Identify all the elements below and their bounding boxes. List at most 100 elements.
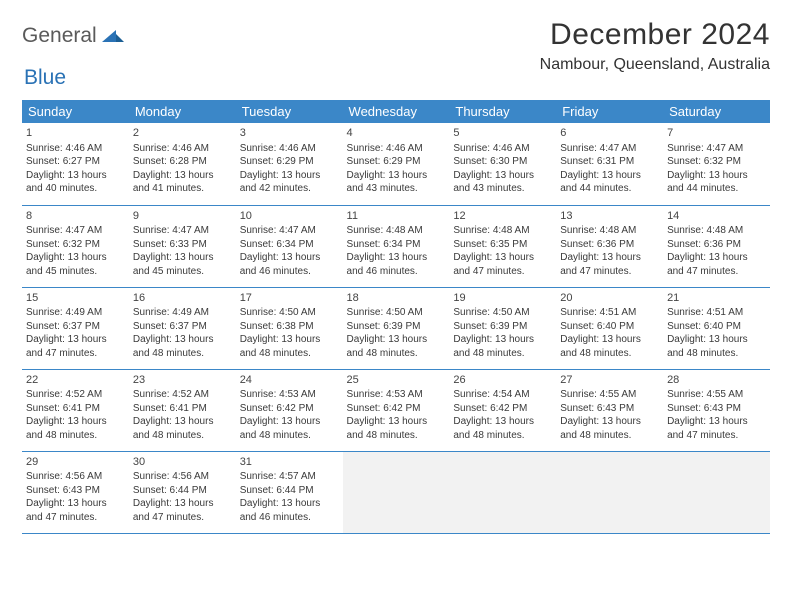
sunrise-line: Sunrise: 4:49 AM [133, 306, 232, 320]
sunrise-line: Sunrise: 4:56 AM [26, 470, 125, 484]
empty-cell [449, 451, 556, 533]
day-cell: 22Sunrise: 4:52 AMSunset: 6:41 PMDayligh… [22, 369, 129, 451]
daylight-line: Daylight: 13 hours and 46 minutes. [240, 251, 339, 278]
day-cell: 3Sunrise: 4:46 AMSunset: 6:29 PMDaylight… [236, 123, 343, 205]
day-cell: 27Sunrise: 4:55 AMSunset: 6:43 PMDayligh… [556, 369, 663, 451]
sunset-line: Sunset: 6:42 PM [240, 402, 339, 416]
sunrise-line: Sunrise: 4:46 AM [133, 142, 232, 156]
day-number: 9 [133, 209, 232, 224]
day-number: 7 [667, 126, 766, 141]
sunrise-line: Sunrise: 4:48 AM [347, 224, 446, 238]
daylight-line: Daylight: 13 hours and 48 minutes. [560, 415, 659, 442]
day-cell: 14Sunrise: 4:48 AMSunset: 6:36 PMDayligh… [663, 205, 770, 287]
sunrise-line: Sunrise: 4:50 AM [347, 306, 446, 320]
sunset-line: Sunset: 6:35 PM [453, 238, 552, 252]
sunrise-line: Sunrise: 4:51 AM [560, 306, 659, 320]
day-cell: 26Sunrise: 4:54 AMSunset: 6:42 PMDayligh… [449, 369, 556, 451]
sunrise-line: Sunrise: 4:52 AM [133, 388, 232, 402]
sunset-line: Sunset: 6:34 PM [240, 238, 339, 252]
daylight-line: Daylight: 13 hours and 47 minutes. [26, 333, 125, 360]
weekday-header: Friday [556, 100, 663, 123]
day-cell: 30Sunrise: 4:56 AMSunset: 6:44 PMDayligh… [129, 451, 236, 533]
daylight-line: Daylight: 13 hours and 40 minutes. [26, 169, 125, 196]
daylight-line: Daylight: 13 hours and 48 minutes. [133, 415, 232, 442]
day-cell: 9Sunrise: 4:47 AMSunset: 6:33 PMDaylight… [129, 205, 236, 287]
sunset-line: Sunset: 6:40 PM [667, 320, 766, 334]
day-number: 25 [347, 373, 446, 388]
sunset-line: Sunset: 6:28 PM [133, 155, 232, 169]
calendar-row: 22Sunrise: 4:52 AMSunset: 6:41 PMDayligh… [22, 369, 770, 451]
day-number: 22 [26, 373, 125, 388]
sunset-line: Sunset: 6:41 PM [26, 402, 125, 416]
day-cell: 31Sunrise: 4:57 AMSunset: 6:44 PMDayligh… [236, 451, 343, 533]
logo-text-blue: Blue [24, 66, 66, 90]
sunset-line: Sunset: 6:44 PM [133, 484, 232, 498]
daylight-line: Daylight: 13 hours and 43 minutes. [453, 169, 552, 196]
daylight-line: Daylight: 13 hours and 46 minutes. [347, 251, 446, 278]
sunset-line: Sunset: 6:30 PM [453, 155, 552, 169]
sunrise-line: Sunrise: 4:49 AM [26, 306, 125, 320]
sunrise-line: Sunrise: 4:48 AM [560, 224, 659, 238]
sunset-line: Sunset: 6:32 PM [667, 155, 766, 169]
day-number: 5 [453, 126, 552, 141]
day-cell: 1Sunrise: 4:46 AMSunset: 6:27 PMDaylight… [22, 123, 129, 205]
sunset-line: Sunset: 6:29 PM [240, 155, 339, 169]
calendar-row: 29Sunrise: 4:56 AMSunset: 6:43 PMDayligh… [22, 451, 770, 533]
daylight-line: Daylight: 13 hours and 48 minutes. [667, 333, 766, 360]
day-number: 28 [667, 373, 766, 388]
day-cell: 6Sunrise: 4:47 AMSunset: 6:31 PMDaylight… [556, 123, 663, 205]
daylight-line: Daylight: 13 hours and 48 minutes. [347, 333, 446, 360]
sunset-line: Sunset: 6:39 PM [347, 320, 446, 334]
weekday-header: Wednesday [343, 100, 450, 123]
day-number: 16 [133, 291, 232, 306]
day-number: 24 [240, 373, 339, 388]
sunset-line: Sunset: 6:36 PM [667, 238, 766, 252]
day-cell: 21Sunrise: 4:51 AMSunset: 6:40 PMDayligh… [663, 287, 770, 369]
weekday-row: SundayMondayTuesdayWednesdayThursdayFrid… [22, 100, 770, 123]
day-number: 1 [26, 126, 125, 141]
day-number: 3 [240, 126, 339, 141]
empty-cell [343, 451, 450, 533]
sunrise-line: Sunrise: 4:47 AM [560, 142, 659, 156]
sunrise-line: Sunrise: 4:46 AM [347, 142, 446, 156]
day-cell: 7Sunrise: 4:47 AMSunset: 6:32 PMDaylight… [663, 123, 770, 205]
day-cell: 13Sunrise: 4:48 AMSunset: 6:36 PMDayligh… [556, 205, 663, 287]
daylight-line: Daylight: 13 hours and 47 minutes. [26, 497, 125, 524]
day-number: 20 [560, 291, 659, 306]
weekday-header: Monday [129, 100, 236, 123]
daylight-line: Daylight: 13 hours and 47 minutes. [560, 251, 659, 278]
day-number: 11 [347, 209, 446, 224]
sunrise-line: Sunrise: 4:51 AM [667, 306, 766, 320]
daylight-line: Daylight: 13 hours and 47 minutes. [667, 251, 766, 278]
daylight-line: Daylight: 13 hours and 47 minutes. [133, 497, 232, 524]
daylight-line: Daylight: 13 hours and 48 minutes. [453, 333, 552, 360]
daylight-line: Daylight: 13 hours and 48 minutes. [453, 415, 552, 442]
daylight-line: Daylight: 13 hours and 43 minutes. [347, 169, 446, 196]
day-cell: 15Sunrise: 4:49 AMSunset: 6:37 PMDayligh… [22, 287, 129, 369]
sunrise-line: Sunrise: 4:47 AM [240, 224, 339, 238]
day-number: 15 [26, 291, 125, 306]
sunset-line: Sunset: 6:42 PM [453, 402, 552, 416]
logo: General [22, 18, 127, 48]
sunrise-line: Sunrise: 4:52 AM [26, 388, 125, 402]
sunrise-line: Sunrise: 4:46 AM [453, 142, 552, 156]
title-block: December 2024 Nambour, Queensland, Austr… [540, 18, 770, 74]
sunset-line: Sunset: 6:43 PM [560, 402, 659, 416]
daylight-line: Daylight: 13 hours and 44 minutes. [667, 169, 766, 196]
daylight-line: Daylight: 13 hours and 44 minutes. [560, 169, 659, 196]
sunrise-line: Sunrise: 4:55 AM [667, 388, 766, 402]
sunrise-line: Sunrise: 4:53 AM [240, 388, 339, 402]
weekday-header: Sunday [22, 100, 129, 123]
daylight-line: Daylight: 13 hours and 48 minutes. [240, 415, 339, 442]
calendar-table: SundayMondayTuesdayWednesdayThursdayFrid… [22, 100, 770, 534]
sunset-line: Sunset: 6:43 PM [667, 402, 766, 416]
location: Nambour, Queensland, Australia [540, 56, 770, 74]
calendar-row: 15Sunrise: 4:49 AMSunset: 6:37 PMDayligh… [22, 287, 770, 369]
daylight-line: Daylight: 13 hours and 45 minutes. [133, 251, 232, 278]
sunrise-line: Sunrise: 4:48 AM [667, 224, 766, 238]
day-cell: 25Sunrise: 4:53 AMSunset: 6:42 PMDayligh… [343, 369, 450, 451]
day-number: 8 [26, 209, 125, 224]
sunrise-line: Sunrise: 4:50 AM [453, 306, 552, 320]
sunrise-line: Sunrise: 4:50 AM [240, 306, 339, 320]
sunset-line: Sunset: 6:39 PM [453, 320, 552, 334]
